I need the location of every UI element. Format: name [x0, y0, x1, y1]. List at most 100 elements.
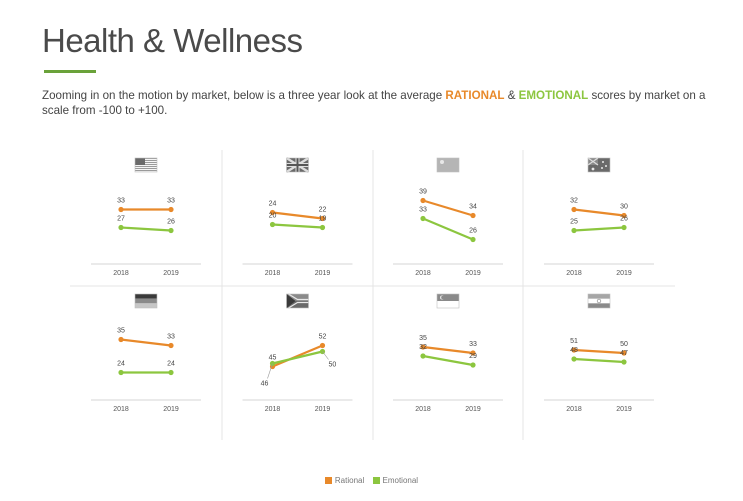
data-label-rational: 51	[570, 338, 578, 345]
data-point-emotional	[118, 224, 124, 231]
data-label-emotional: 32	[419, 344, 427, 351]
series-line-rational	[422, 345, 474, 355]
data-label-rational: 35	[117, 328, 125, 335]
intro-text-end: scores by market on a scale from -100 to…	[42, 89, 706, 117]
x-tick-label: 2019	[315, 406, 331, 413]
market-panel: 2018 2019 32 30 25 26	[544, 157, 654, 277]
x-tick-label: 2019	[465, 406, 481, 413]
data-label-emotional: 24	[117, 361, 125, 368]
label-leader	[267, 363, 273, 379]
market-panel: 2018 2019 51 50 48 47	[544, 293, 654, 413]
intro-text-start: Zooming in on the motion by market, belo…	[42, 89, 446, 102]
label-leader	[322, 351, 329, 360]
data-point-rational	[621, 212, 627, 219]
rational-keyword: RATIONAL	[445, 89, 505, 102]
data-label-rational: 24	[269, 201, 277, 208]
legend-item-rational: Rational	[324, 476, 365, 485]
data-label-rational: 30	[620, 204, 628, 211]
data-label-emotional: 47	[620, 350, 628, 357]
data-label-emotional: 48	[570, 347, 578, 354]
data-point-emotional	[269, 221, 276, 228]
data-point-rational	[168, 206, 174, 213]
data-point-rational	[118, 206, 124, 213]
chart-legend: Rational Emotional	[0, 476, 743, 485]
germany-flag-icon	[134, 293, 158, 309]
data-label-rational: 34	[469, 204, 477, 211]
data-label-emotional: 50	[329, 362, 337, 369]
data-point-rational	[470, 212, 476, 219]
data-point-emotional	[621, 224, 627, 231]
x-tick-label: 2018	[566, 406, 582, 413]
x-tick-label: 2019	[616, 406, 632, 413]
data-point-emotional	[571, 227, 577, 234]
series-line-emotional	[573, 226, 625, 232]
x-tick-label: 2018	[415, 406, 431, 413]
data-point-emotional	[571, 356, 577, 362]
data-point-emotional	[168, 369, 174, 376]
data-label-rational: 33	[469, 341, 477, 348]
data-point-rational	[319, 215, 326, 222]
data-point-rational	[571, 347, 577, 353]
page-title: Health & Wellness	[42, 22, 303, 59]
data-label-emotional: 26	[469, 228, 477, 235]
x-tick-label: 2018	[113, 406, 129, 413]
data-point-emotional	[420, 353, 426, 359]
series-line-rational	[120, 338, 172, 347]
series-line-emotional	[120, 226, 172, 232]
uk-flag-icon	[285, 156, 310, 174]
data-point-rational	[621, 350, 627, 356]
series-line-emotional	[272, 350, 323, 365]
title-underline	[44, 70, 96, 73]
series-line-emotional	[422, 354, 474, 367]
legend-label-emotional: Emotional	[382, 476, 419, 485]
x-tick-label: 2018	[265, 270, 281, 277]
data-point-rational	[269, 209, 276, 216]
data-label-emotional: 24	[167, 361, 175, 368]
intro-text: Zooming in on the motion by market, belo…	[42, 88, 712, 118]
series-line-rational	[422, 199, 474, 217]
data-label-emotional: 29	[469, 353, 477, 360]
data-point-rational	[420, 197, 426, 204]
data-label-emotional: 25	[570, 219, 578, 226]
market-panel: 2018 2019 35 33 32 29	[393, 293, 503, 413]
data-point-rational	[470, 350, 476, 356]
x-tick-label: 2019	[465, 270, 481, 277]
x-tick-label: 2018	[566, 270, 582, 277]
market-panel: 2018 2019 33 33 27 26	[91, 157, 201, 277]
market-panel: 2018 2019 35 33 24 24	[91, 293, 201, 413]
data-label-emotional: 27	[117, 216, 125, 223]
data-label-rational: 52	[319, 334, 327, 341]
data-point-rational	[118, 336, 124, 343]
data-label-rational: 22	[319, 207, 327, 214]
data-point-rational	[420, 344, 426, 350]
data-label-rational: 35	[419, 335, 427, 342]
data-point-emotional	[470, 236, 476, 243]
data-label-rational: 50	[620, 341, 628, 348]
australia-flag-icon	[587, 157, 611, 173]
data-point-emotional	[470, 362, 476, 368]
series-line-rational	[573, 208, 625, 217]
series-line-rational	[573, 348, 625, 355]
singapore-flag-icon	[436, 293, 460, 309]
legend-label-rational: Rational	[334, 476, 365, 485]
series-line-emotional	[272, 223, 323, 229]
emotional-keyword: EMOTIONAL	[518, 89, 589, 102]
legend-swatch-emotional	[372, 477, 380, 485]
x-tick-label: 2019	[616, 270, 632, 277]
series-line-rational	[272, 211, 323, 220]
usa-flag-icon	[134, 157, 158, 173]
india-flag-icon	[587, 293, 611, 309]
data-point-emotional	[420, 215, 426, 222]
x-tick-label: 2019	[163, 406, 179, 413]
legend-item-emotional: Emotional	[372, 476, 419, 485]
x-tick-label: 2018	[415, 270, 431, 277]
data-point-rational	[168, 342, 174, 349]
x-tick-label: 2018	[113, 270, 129, 277]
x-tick-label: 2018	[265, 406, 281, 413]
data-point-emotional	[118, 369, 124, 376]
china-flag-icon	[436, 157, 460, 173]
data-label-emotional: 19	[319, 216, 327, 223]
data-point-emotional	[621, 359, 627, 365]
south-africa-flag-icon	[286, 293, 309, 309]
market-panel: 2018 2019 39 34 33 26	[393, 157, 503, 277]
